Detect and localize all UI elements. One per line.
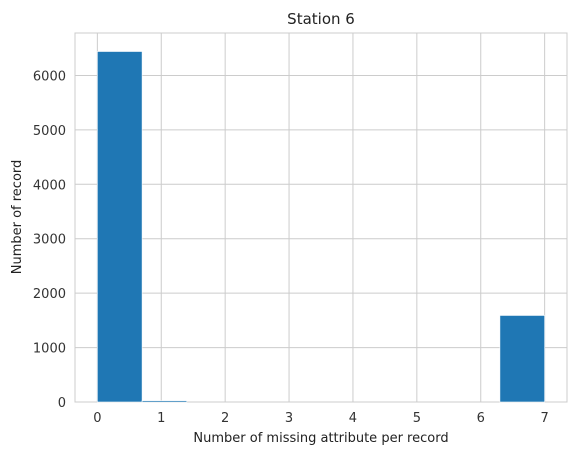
x-axis-label: Number of missing attribute per record [193, 431, 448, 446]
y-tick-labels: 0 1000 2000 3000 4000 5000 6000 [33, 69, 66, 411]
y-axis-label: Number of record [10, 160, 25, 275]
x-tick-label: 1 [157, 411, 165, 426]
y-tick-label: 6000 [33, 69, 66, 84]
x-tick-label: 0 [93, 411, 101, 426]
bars [97, 51, 545, 403]
x-tick-label: 6 [477, 411, 485, 426]
x-tick-labels: 0 1 2 3 4 5 6 7 [93, 411, 549, 426]
histogram-bar [141, 400, 188, 403]
plot-area [74, 32, 568, 403]
histogram-bar [499, 315, 545, 403]
y-tick-label: 4000 [33, 178, 66, 193]
x-tick-label: 3 [285, 411, 293, 426]
chart-title: Station 6 [287, 10, 355, 28]
y-tick-label: 2000 [33, 287, 66, 302]
x-tick-label: 5 [413, 411, 421, 426]
x-tick-label: 4 [349, 411, 357, 426]
grid-lines [75, 33, 567, 403]
y-tick-label: 3000 [33, 233, 66, 248]
x-tick-label: 7 [540, 411, 548, 426]
histogram-bar [97, 51, 143, 403]
y-tick-label: 5000 [33, 124, 66, 139]
y-tick-label: 1000 [33, 342, 66, 357]
x-tick-label: 2 [221, 411, 229, 426]
y-tick-label: 0 [58, 396, 66, 411]
